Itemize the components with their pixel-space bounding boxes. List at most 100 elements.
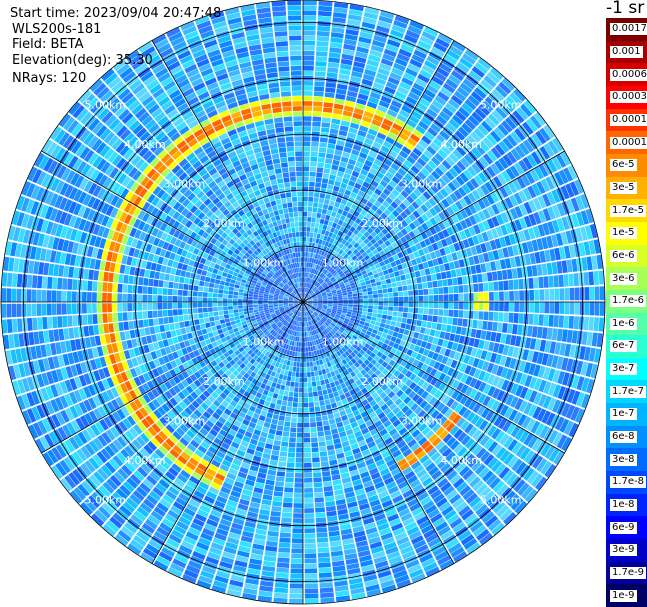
range-gate (384, 437, 394, 445)
range-gate (397, 264, 403, 271)
range-gate (313, 396, 319, 402)
range-gate (405, 370, 413, 378)
range-gate (362, 346, 368, 352)
range-gate (306, 232, 310, 237)
range-gate (452, 521, 466, 533)
range-gate (382, 118, 394, 127)
range-gate (428, 466, 439, 476)
range-gate (304, 508, 314, 513)
range-gate (554, 247, 561, 261)
range-gate (434, 550, 449, 561)
range-gate (214, 575, 229, 584)
range-gate (513, 279, 519, 290)
range-gate (566, 199, 575, 214)
range-gate (347, 412, 354, 419)
range-gate (391, 565, 406, 574)
range-gate (314, 492, 324, 498)
range-gate (541, 353, 549, 366)
range-gate (350, 192, 357, 199)
range-gate (329, 174, 336, 181)
range-gate (343, 445, 352, 453)
range-gate (566, 358, 574, 372)
range-gate (381, 584, 397, 593)
range-gate (439, 331, 446, 339)
range-gate (298, 392, 303, 398)
range-gate (463, 284, 469, 293)
range-gate (343, 304, 348, 307)
range-gate (464, 49, 479, 61)
range-gate (280, 384, 286, 391)
range-gate (396, 317, 402, 323)
range-gate (303, 161, 310, 167)
range-gate (263, 560, 276, 567)
range-gate (303, 442, 311, 448)
range-gate (445, 102, 457, 114)
range-gate (485, 351, 493, 362)
range-gate (281, 400, 288, 406)
range-gate (316, 380, 321, 386)
range-gate (519, 302, 525, 313)
range-gate (337, 293, 343, 297)
range-gate (363, 352, 370, 359)
range-gate (418, 519, 432, 530)
range-gate (498, 466, 510, 479)
range-gate (330, 469, 340, 476)
range-gate (428, 419, 438, 429)
range-gate (517, 414, 527, 427)
range-gate (290, 568, 303, 574)
range-gate (283, 359, 288, 365)
range-gate (381, 162, 390, 171)
range-gate (313, 106, 323, 112)
range-gate (393, 62, 406, 72)
range-gate (303, 247, 306, 252)
range-gate (451, 70, 465, 82)
range-gate (596, 254, 603, 270)
range-gate (464, 119, 476, 131)
range-gate (307, 299, 313, 301)
range-gate (303, 287, 305, 292)
range-gate (438, 363, 446, 372)
range-gate (544, 249, 551, 262)
range-gate (360, 120, 371, 128)
range-gate (306, 272, 309, 278)
range-gate (260, 575, 275, 582)
range-gate (291, 543, 303, 549)
range-gate (307, 331, 311, 337)
range-gate (401, 280, 407, 286)
range-gate (378, 372, 385, 380)
range-gate (553, 450, 565, 465)
range-gate (303, 447, 311, 453)
range-gate (312, 296, 317, 299)
range-gate (303, 136, 311, 142)
range-gate (533, 314, 539, 326)
range-gate (417, 263, 424, 270)
range-gate (377, 358, 385, 365)
range-gate (320, 273, 325, 279)
range-gate (371, 392, 379, 399)
range-gate (346, 184, 354, 192)
range-gate (323, 373, 328, 380)
range-gate (392, 218, 400, 226)
range-gate (445, 422, 456, 433)
range-gate (398, 132, 409, 141)
range-gate (356, 435, 365, 443)
range-gate (388, 237, 396, 244)
range-gate (314, 334, 318, 340)
range-gate (321, 308, 327, 311)
range-gate (363, 359, 370, 366)
range-gate (379, 10, 395, 19)
range-gate (333, 300, 338, 302)
range-gate (418, 333, 425, 340)
range-gate (318, 572, 332, 578)
range-gate (533, 112, 546, 126)
range-gate (311, 330, 314, 336)
range-gate (576, 330, 583, 345)
range-gate (312, 345, 316, 351)
range-gate (303, 70, 314, 76)
range-gate (318, 198, 325, 204)
range-gate (329, 535, 341, 542)
range-gate (311, 381, 317, 387)
range-gate (491, 110, 504, 123)
range-gate (345, 316, 351, 320)
range-gate (312, 207, 318, 213)
